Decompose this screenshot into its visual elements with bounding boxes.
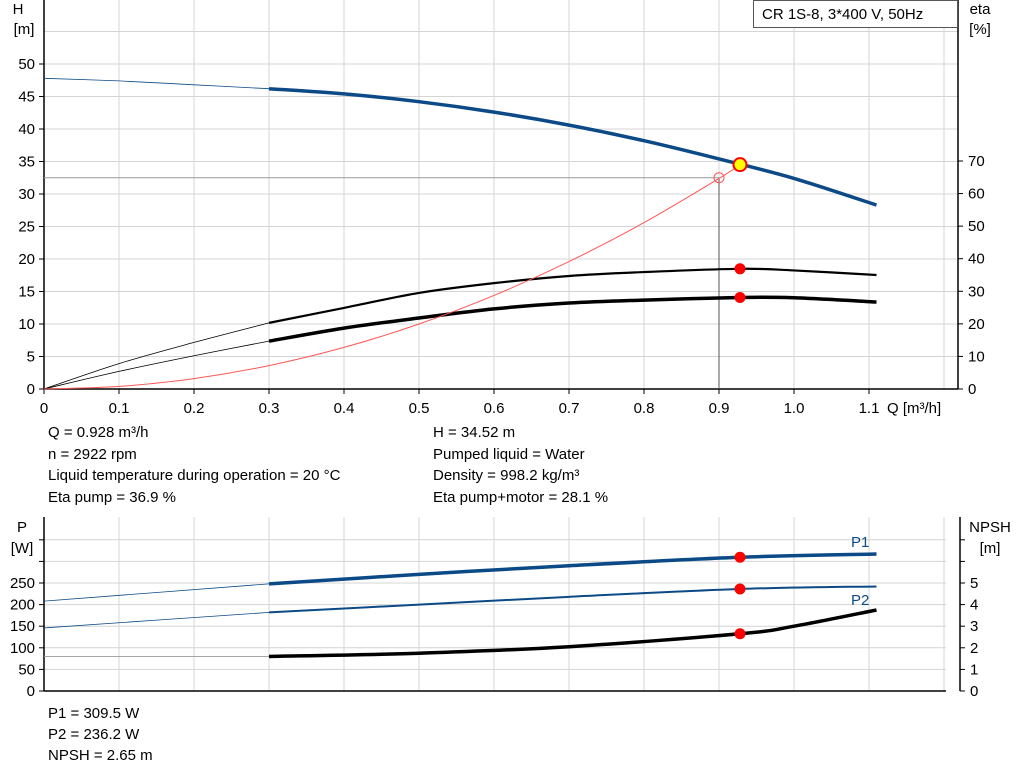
eta-pump-curve <box>268 267 877 324</box>
y-right-tick-label: 30 <box>968 283 985 300</box>
y-right-tick-label: 70 <box>968 153 985 170</box>
info-h: H = 34.52 m <box>433 424 516 441</box>
p2-curve <box>268 585 877 614</box>
y-left-tick-label: 0 <box>27 381 35 398</box>
y-left-tick-label: 25 <box>18 219 35 236</box>
x-tick-label: 0.3 <box>259 400 280 417</box>
y-right-tick-label: 50 <box>968 218 985 235</box>
y-right-label-unit: [%] <box>969 21 991 38</box>
p1-series-label: P1 <box>851 534 869 551</box>
x-tick-label: 0.4 <box>334 400 355 417</box>
p1-curve-extrapolated <box>43 583 270 602</box>
p2-operating-point <box>734 583 746 595</box>
y-left-tick-label: 30 <box>18 186 35 203</box>
head-curve-extrapolated <box>43 77 270 90</box>
info-density: Density = 998.2 kg/m³ <box>433 467 580 484</box>
npsh-tick-label: 1 <box>970 661 978 678</box>
system-curve <box>43 164 741 390</box>
npsh-label-unit: [m] <box>980 540 1001 557</box>
duty-point-marker <box>713 172 725 184</box>
y-right-tick-label: 10 <box>968 348 985 365</box>
y-left-tick-label: 15 <box>18 284 35 301</box>
x-tick-label: 0.5 <box>409 400 430 417</box>
y-left-tick-label: 45 <box>18 89 35 106</box>
x-tick-label: 0.2 <box>184 400 205 417</box>
p-tick-label: 50 <box>18 661 35 678</box>
title-box <box>753 0 958 28</box>
p-tick-label: 100 <box>10 640 35 657</box>
y-left-label-unit: [m] <box>14 21 35 38</box>
chart-title: CR 1S-8, 3*400 V, 50Hz <box>762 6 923 23</box>
y-left-label-name: H <box>13 1 24 18</box>
npsh-tick-label: 5 <box>970 575 978 592</box>
y-right-tick-label: 40 <box>968 251 985 268</box>
p1-operating-point <box>734 551 746 563</box>
eta-pump-motor-curve <box>268 295 877 343</box>
p1-curve <box>268 552 877 586</box>
x-tick-label: 0.7 <box>559 400 580 417</box>
info-temperature: Liquid temperature during operation = 20… <box>48 467 341 484</box>
y-left-tick-label: 10 <box>18 316 35 333</box>
x-tick-label: 0.1 <box>109 400 130 417</box>
x-tick-label: 0.6 <box>484 400 505 417</box>
y-left-tick-label: 20 <box>18 251 35 268</box>
npsh-tick-label: 4 <box>970 597 978 614</box>
info-liquid: Pumped liquid = Water <box>433 446 585 463</box>
x-axis-label: Q [m³/h] <box>887 400 941 417</box>
npsh-curve <box>268 608 877 659</box>
info-npsh: NPSH = 2.65 m <box>48 747 153 764</box>
npsh-tick-label: 0 <box>970 683 978 700</box>
p-tick-label: 150 <box>10 618 35 635</box>
x-tick-label: 0.8 <box>634 400 655 417</box>
y-right-tick-label: 0 <box>968 381 976 398</box>
x-tick-label: 1.1 <box>859 400 880 417</box>
info-eta-pump: Eta pump = 36.9 % <box>48 489 176 506</box>
info-eta-total: Eta pump+motor = 28.1 % <box>433 489 609 506</box>
npsh-tick-label: 3 <box>970 618 978 635</box>
info-speed: n = 2922 rpm <box>48 446 137 463</box>
p-tick-label: 200 <box>10 597 35 614</box>
y-left-tick-label: 5 <box>27 349 35 366</box>
info-p1: P1 = 309.5 W <box>48 705 140 722</box>
npsh-tick-label: 2 <box>970 640 978 657</box>
p2-series-label: P2 <box>851 592 869 609</box>
y-right-label-name: eta <box>970 1 992 18</box>
npsh-operating-point <box>734 628 746 640</box>
p-tick-label: 250 <box>10 575 35 592</box>
p-label-unit: [W] <box>11 540 34 557</box>
operating-point-marker <box>732 157 748 173</box>
eta-total-point <box>734 291 746 303</box>
info-q: Q = 0.928 m³/h <box>48 424 149 441</box>
p2-curve-extrapolated <box>43 611 270 629</box>
info-p2: P2 = 236.2 W <box>48 726 140 743</box>
x-tick-label: 0 <box>40 400 48 417</box>
eta-pump-motor-curve-extrapolated <box>43 340 270 390</box>
p-label-name: P <box>17 519 27 536</box>
y-left-tick-label: 50 <box>18 56 35 73</box>
p-tick-label: 0 <box>27 683 35 700</box>
x-tick-label: 1.0 <box>784 400 805 417</box>
eta-pump-point <box>734 263 746 275</box>
y-right-tick-label: 20 <box>968 316 985 333</box>
x-tick-label: 0.9 <box>709 400 730 417</box>
y-left-tick-label: 40 <box>18 121 35 138</box>
y-left-tick-label: 35 <box>18 154 35 171</box>
y-right-tick-label: 60 <box>968 186 985 203</box>
eta-pump-curve-extrapolated <box>43 322 270 390</box>
head-curve <box>268 86 878 207</box>
npsh-label-name: NPSH <box>969 519 1011 536</box>
